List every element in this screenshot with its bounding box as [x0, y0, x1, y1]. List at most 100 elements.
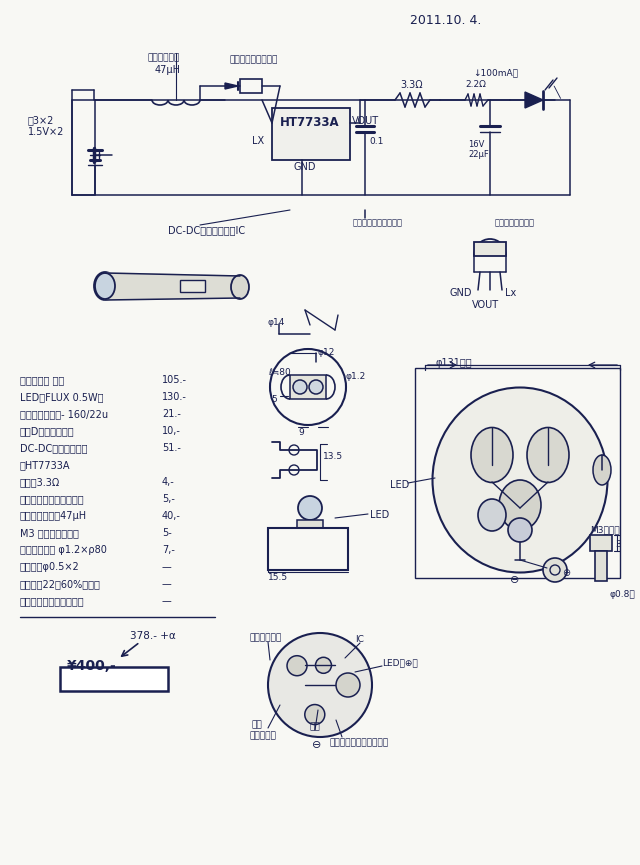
Ellipse shape — [231, 275, 249, 299]
Text: LEDの⊕へ: LEDの⊕へ — [382, 658, 418, 667]
Circle shape — [298, 496, 322, 520]
Text: ローＤスタイオード: ローＤスタイオード — [230, 55, 278, 64]
Polygon shape — [225, 83, 238, 89]
Text: ⊖: ⊖ — [312, 740, 321, 750]
Text: 電解コンデンサ- 160/22u: 電解コンデンサ- 160/22u — [20, 409, 108, 419]
Text: 15.5: 15.5 — [268, 573, 288, 582]
Text: LED: LED — [370, 510, 389, 520]
Ellipse shape — [433, 388, 607, 573]
Text: M3 皿ビス（真鍮）: M3 皿ビス（真鍮） — [20, 528, 79, 538]
Text: 2011.10. 4.: 2011.10. 4. — [410, 14, 481, 27]
Text: インダクター　47μH: インダクター 47μH — [20, 511, 87, 521]
Text: LX: LX — [252, 136, 264, 146]
Text: インダクター: インダクター — [148, 53, 180, 62]
Bar — [297, 520, 323, 528]
Text: ⊖: ⊖ — [510, 575, 520, 585]
Text: 40,-: 40,- — [162, 511, 181, 521]
Text: HT7733A: HT7733A — [20, 460, 70, 470]
Text: φ12: φ12 — [317, 348, 334, 357]
Text: 51.-: 51.- — [162, 443, 181, 453]
Text: インダクター: インダクター — [250, 633, 282, 642]
Text: —: — — [162, 579, 172, 589]
Text: コンデンサ: コンデンサ — [250, 731, 277, 740]
Circle shape — [287, 656, 307, 676]
Text: —: — — [162, 562, 172, 572]
Text: 4,-: 4,- — [162, 477, 175, 487]
Text: GND: GND — [294, 162, 317, 172]
Bar — [268, 528, 348, 570]
Text: 9: 9 — [298, 428, 304, 437]
Bar — [180, 280, 205, 292]
Text: φ14: φ14 — [267, 318, 284, 327]
Text: HT7733A: HT7733A — [280, 116, 340, 129]
Text: 電解コンデンサー: 電解コンデンサー — [495, 218, 535, 227]
Text: 10,-: 10,- — [162, 426, 181, 436]
Text: 単3×2: 単3×2 — [28, 115, 54, 125]
Bar — [595, 551, 607, 581]
Bar — [590, 535, 612, 551]
Text: M3皿ビス: M3皿ビス — [590, 525, 620, 534]
Circle shape — [305, 705, 324, 725]
Text: ¥400,-: ¥400,- — [67, 659, 116, 673]
Text: 105.-: 105.- — [162, 375, 187, 385]
Text: 22μF: 22μF — [468, 150, 489, 159]
Bar — [474, 242, 506, 256]
Text: 378.- +α: 378.- +α — [130, 631, 176, 641]
Text: 半田（ス22゜60%）少々: 半田（ス22゜60%）少々 — [20, 579, 101, 589]
Text: VOUT: VOUT — [472, 300, 499, 310]
Circle shape — [336, 673, 360, 697]
Circle shape — [508, 518, 532, 542]
Bar — [60, 667, 168, 691]
Text: VOUT: VOUT — [352, 116, 379, 126]
Text: ⊕: ⊕ — [562, 568, 570, 578]
Text: ℓ≒80: ℓ≒80 — [268, 368, 291, 377]
Text: 3: 3 — [615, 540, 621, 549]
Text: 1.5V×2: 1.5V×2 — [28, 127, 65, 137]
Text: DC-DCコンバータ．IC: DC-DCコンバータ．IC — [168, 225, 245, 235]
Text: 5-: 5- — [162, 528, 172, 538]
Text: 21.-: 21.- — [162, 409, 181, 419]
Text: 47μH: 47μH — [155, 65, 181, 75]
Text: φ1.2: φ1.2 — [345, 372, 365, 381]
Text: φ131以下: φ131以下 — [435, 358, 472, 368]
Circle shape — [293, 380, 307, 394]
Text: GND: GND — [450, 288, 472, 298]
Bar — [415, 368, 620, 578]
Circle shape — [309, 380, 323, 394]
Text: 電解: 電解 — [252, 720, 263, 729]
Text: 3.3Ω: 3.3Ω — [400, 80, 422, 90]
Text: 抵抗　3.3Ω: 抵抗 3.3Ω — [20, 477, 60, 487]
Ellipse shape — [593, 455, 611, 485]
Text: ╲: ╲ — [553, 85, 560, 98]
Text: セラミックコンデンサー: セラミックコンデンサー — [20, 494, 84, 504]
Text: ローDスタイオード: ローDスタイオード — [20, 426, 75, 436]
Polygon shape — [105, 273, 240, 300]
Text: φ0.8穴: φ0.8穴 — [610, 590, 636, 599]
Text: 5: 5 — [271, 395, 276, 404]
Ellipse shape — [527, 427, 569, 483]
Circle shape — [316, 657, 332, 673]
Circle shape — [268, 633, 372, 737]
Text: セラミックコンデンサー: セラミックコンデンサー — [330, 738, 389, 747]
Text: スズメッキ線 φ1.2×ρ80: スズメッキ線 φ1.2×ρ80 — [20, 545, 107, 555]
Text: Lx: Lx — [505, 288, 516, 298]
Text: 0.1: 0.1 — [369, 137, 383, 146]
Text: LED: LED — [390, 480, 409, 490]
Circle shape — [543, 558, 567, 582]
Polygon shape — [525, 92, 543, 108]
Ellipse shape — [95, 273, 115, 299]
Text: IC: IC — [355, 635, 364, 644]
Text: セラミックコンデンサ: セラミックコンデンサ — [353, 218, 403, 227]
Ellipse shape — [94, 272, 116, 300]
Text: LED（FLUX 0.5W）: LED（FLUX 0.5W） — [20, 392, 104, 402]
Text: 接着剤（コボナミ）少々: 接着剤（コボナミ）少々 — [20, 596, 84, 606]
Text: ミニライト 本体: ミニライト 本体 — [20, 375, 64, 385]
Bar — [290, 375, 326, 399]
Bar — [272, 108, 350, 160]
Text: DC-DCコンバーター: DC-DCコンバーター — [20, 443, 88, 453]
Text: 13.5: 13.5 — [323, 452, 343, 461]
Text: 〃　　　φ0.5×2: 〃 φ0.5×2 — [20, 562, 80, 572]
Ellipse shape — [478, 499, 506, 531]
Text: 16V: 16V — [468, 140, 484, 149]
Text: 130.-: 130.- — [162, 392, 187, 402]
